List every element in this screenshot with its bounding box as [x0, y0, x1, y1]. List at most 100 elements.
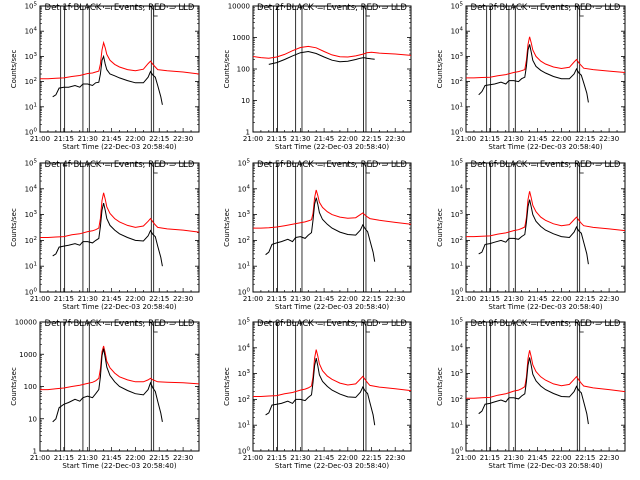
series-line-lld — [253, 189, 412, 229]
y-axis-label: Counts/sec — [10, 367, 18, 406]
y-axis-label: Counts/sec — [436, 208, 444, 247]
x-tick-label: 21:00 — [243, 135, 263, 143]
x-axis-label: Start Time (22-Dec-03 20:58:40) — [62, 462, 176, 470]
x-axis-label: Start Time (22-Dec-03 20:58:40) — [488, 462, 602, 470]
x-tick-label: 21:30 — [78, 295, 98, 303]
y-tick-label: 100 — [451, 447, 464, 456]
series-line-events — [52, 348, 163, 423]
x-tick-label: 22:15 — [149, 135, 169, 143]
chart-title: Det 8f BLACK = Events, RED = LLD — [257, 319, 407, 329]
x-tick-label: 22:00 — [551, 135, 571, 143]
x-tick-label: 21:00 — [456, 135, 476, 143]
x-tick-label: 21:00 — [30, 295, 50, 303]
y-tick-label: 100 — [451, 288, 464, 297]
y-tick-label: 103 — [25, 210, 38, 219]
series-line-lld — [253, 349, 412, 397]
y-tick-label: 104 — [451, 184, 464, 193]
interval-bracket-marker — [365, 164, 370, 174]
y-tick-label: 100 — [25, 288, 38, 297]
y-tick-label: 105 — [451, 318, 464, 327]
interval-bracket-marker — [153, 164, 158, 174]
series-line-events — [478, 357, 589, 425]
interval-bracket-marker — [153, 7, 158, 17]
x-tick-label: 21:45 — [527, 454, 547, 462]
x-tick-label: 22:00 — [338, 135, 358, 143]
series-line-lld — [466, 36, 626, 79]
y-tick-label: 102 — [451, 236, 463, 245]
chart-panel-8: 100 101 102 103 104 105 21:00 21:15 21:30 21:45 22… — [223, 318, 412, 470]
plot-frame — [39, 5, 200, 133]
x-tick-label: 22:15 — [361, 295, 381, 303]
chart-panel-3: 100 101 102 103 104 105 21:00 21:15 21:30 21:45 22… — [436, 2, 626, 151]
y-tick-label: 103 — [25, 52, 38, 61]
x-axis-label: Start Time (22-Dec-03 20:58:40) — [488, 303, 602, 311]
x-tick-label: 22:15 — [149, 454, 169, 462]
x-tick-label: 22:15 — [361, 454, 381, 462]
series-line-events — [478, 44, 589, 103]
x-tick-label: 21:45 — [101, 454, 121, 462]
y-axis-label: Counts/sec — [10, 50, 18, 89]
x-tick-label: 21:15 — [54, 295, 74, 303]
x-tick-label: 21:45 — [527, 295, 547, 303]
x-tick-label: 22:30 — [385, 454, 405, 462]
x-tick-label: 22:30 — [173, 454, 193, 462]
x-tick-label: 21:45 — [101, 295, 121, 303]
y-tick-label: 105 — [451, 2, 464, 11]
x-tick-label: 22:30 — [599, 454, 619, 462]
x-tick-label: 21:15 — [267, 454, 287, 462]
y-tick-label: 103 — [451, 52, 464, 61]
interval-bracket-marker — [153, 323, 158, 333]
x-axis-label: Start Time (22-Dec-03 20:58:40) — [62, 143, 176, 151]
chart-title: Det 1f BLACK = Events, RED = LLD — [45, 3, 195, 13]
x-tick-label: 21:30 — [504, 295, 524, 303]
x-tick-label: 22:30 — [599, 135, 619, 143]
x-tick-label: 21:00 — [456, 454, 476, 462]
x-tick-label: 21:45 — [527, 135, 547, 143]
x-tick-label: 21:45 — [101, 135, 121, 143]
x-tick-label: 22:00 — [338, 295, 358, 303]
interval-bracket-marker — [579, 164, 584, 174]
series-line-events — [268, 50, 375, 65]
y-tick-label: 104 — [25, 184, 38, 193]
x-tick-label: 22:15 — [575, 295, 595, 303]
x-tick-label: 22:30 — [173, 295, 193, 303]
chart-title: Det 5f BLACK = Events, RED = LLD — [257, 160, 407, 170]
interval-bracket-marker — [365, 7, 370, 17]
y-tick-label: 100 — [451, 128, 464, 137]
y-tick-label: 101 — [451, 421, 463, 430]
series-line-lld — [40, 345, 200, 391]
x-tick-label: 21:15 — [480, 135, 500, 143]
y-tick-label: 1000 — [19, 351, 37, 359]
chart-panel-5: 100 101 102 103 104 105 21:00 21:15 21:30 21:45 22… — [223, 159, 412, 311]
x-tick-label: 21:45 — [314, 295, 334, 303]
y-tick-label: 105 — [25, 2, 38, 11]
x-tick-label: 21:30 — [78, 135, 98, 143]
series-line-lld — [466, 191, 626, 238]
x-tick-label: 21:15 — [480, 295, 500, 303]
y-axis-label: Counts/sec — [223, 50, 231, 89]
x-tick-label: 21:30 — [504, 135, 524, 143]
chart-title: Det 9f BLACK = Events, RED = LLD — [471, 319, 621, 329]
y-tick-label: 102 — [451, 77, 463, 86]
chart-title: Det 4f BLACK = Events, RED = LLD — [45, 160, 195, 170]
y-tick-label: 104 — [25, 27, 38, 36]
plot-frame — [252, 5, 412, 133]
x-tick-label: 22:15 — [575, 135, 595, 143]
y-tick-label: 103 — [238, 369, 251, 378]
chart-panel-7: 1 10 100 1000 10000 21:00 21:15 21:30 21:45 22:00… — [10, 319, 200, 470]
x-tick-label: 22:15 — [361, 135, 381, 143]
y-axis-label: Counts/sec — [436, 367, 444, 406]
series-line-lld — [252, 45, 412, 59]
x-tick-label: 22:15 — [149, 295, 169, 303]
y-axis-label: Counts/sec — [223, 367, 231, 406]
x-tick-label: 22:00 — [125, 454, 145, 462]
y-tick-label: 10000 — [228, 3, 250, 11]
x-tick-label: 21:15 — [267, 295, 287, 303]
x-tick-label: 22:30 — [385, 295, 405, 303]
x-tick-label: 21:30 — [504, 454, 524, 462]
x-tick-label: 21:30 — [290, 135, 310, 143]
y-tick-label: 100 — [25, 128, 38, 137]
y-axis-label: Counts/sec — [436, 50, 444, 89]
x-tick-label: 21:30 — [290, 454, 310, 462]
